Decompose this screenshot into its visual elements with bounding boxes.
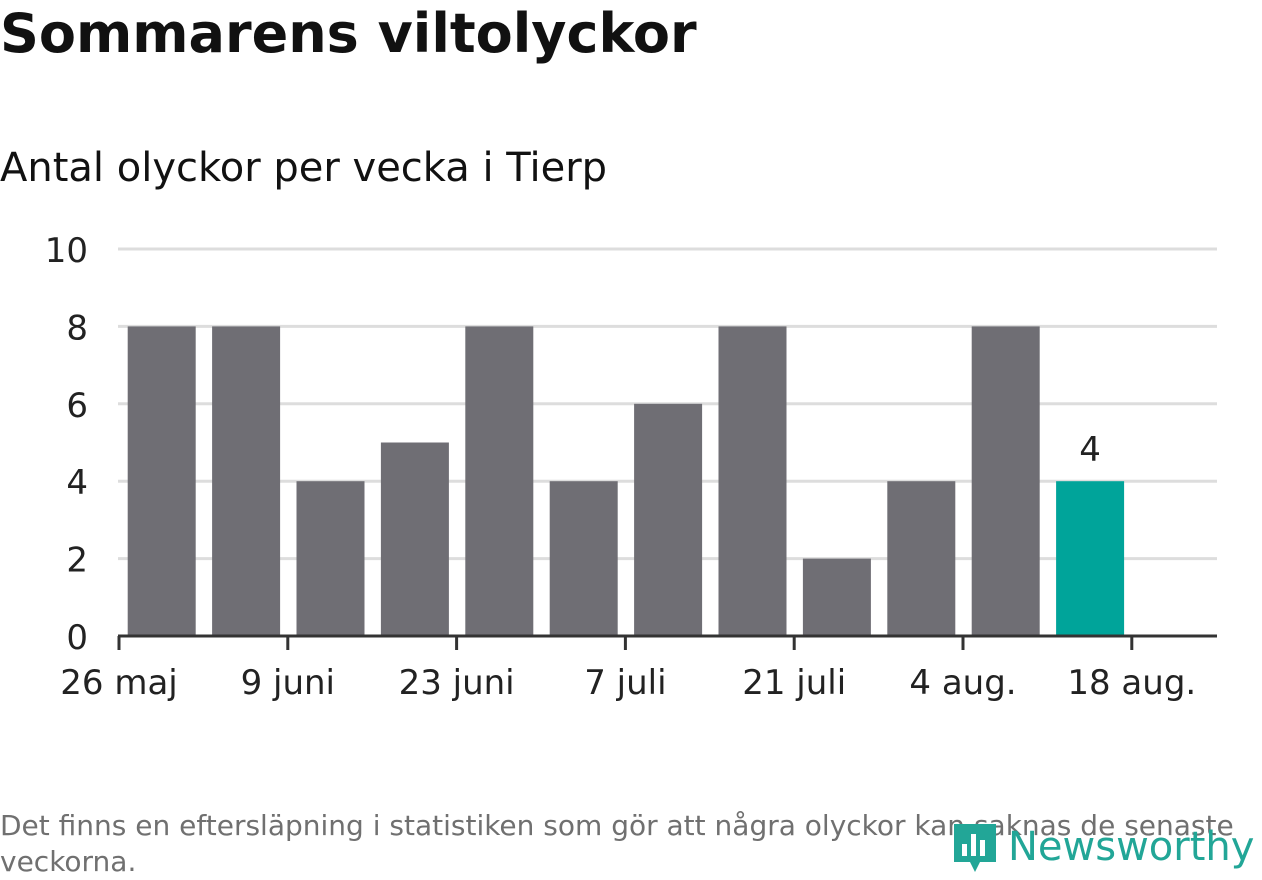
y-tick-label: 2 <box>66 541 88 581</box>
x-tick-label: 7 juli <box>584 663 666 703</box>
bar <box>212 326 281 636</box>
logo-text: Newsworthy <box>1008 824 1255 870</box>
bar <box>1056 481 1125 636</box>
footnote: Det finns en eftersläpning i statistiken… <box>0 809 1234 878</box>
x-tick-label: 9 juni <box>241 663 335 703</box>
bar <box>971 326 1040 636</box>
y-tick-label: 10 <box>45 231 88 271</box>
y-tick-label: 0 <box>66 618 88 658</box>
y-tick-label: 4 <box>66 463 88 503</box>
data-label: 4 <box>1079 430 1101 470</box>
x-tick-label: 23 juni <box>399 663 515 703</box>
newsworthy-logo-icon <box>954 824 996 872</box>
newsworthy-logo: Newsworthy <box>950 818 1254 876</box>
bar <box>718 326 787 636</box>
x-tick-label: 4 aug. <box>909 663 1016 703</box>
bar <box>296 481 365 636</box>
bars <box>127 326 1125 636</box>
x-tick-label: 18 aug. <box>1067 663 1196 703</box>
chart-subtitle: Antal olyckor per vecka i Tierp <box>0 145 608 191</box>
bar <box>802 558 871 636</box>
chart-title: Sommarens viltolyckor <box>0 2 697 65</box>
labels: 0 2 4 6 8 10 4 26 maj 9 juni 23 juni 7 juli 21 juli… <box>45 231 1196 703</box>
y-tick-label: 6 <box>66 386 88 426</box>
x-tick-label: 21 juli <box>742 663 846 703</box>
bar <box>380 442 449 636</box>
bar <box>127 326 196 636</box>
bar <box>465 326 534 636</box>
axes <box>117 634 1217 650</box>
bar <box>634 403 703 636</box>
bar <box>549 481 618 636</box>
y-tick-label: 8 <box>66 308 88 348</box>
x-tick-label: 26 maj <box>60 663 177 703</box>
bar <box>887 481 956 636</box>
